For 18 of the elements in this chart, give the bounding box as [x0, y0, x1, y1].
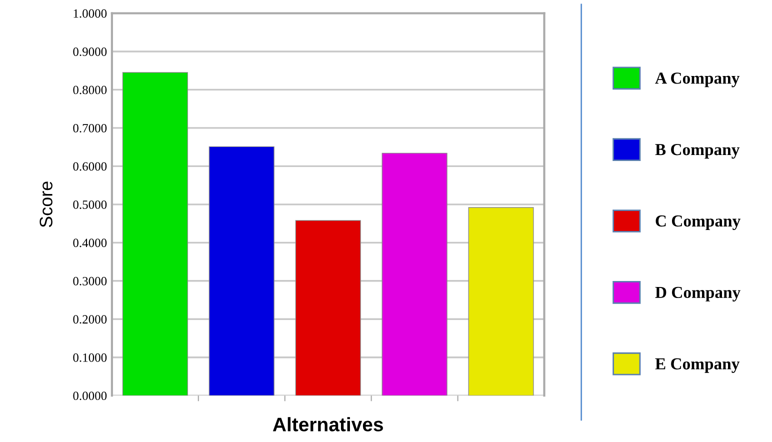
- x-axis-title: Alternatives: [272, 417, 383, 432]
- y-tick-label: 0.5000: [73, 200, 107, 209]
- y-tick-label: 0.3000: [73, 276, 107, 286]
- y-tick-label: 0.1000: [73, 353, 107, 362]
- legend-label: B Company: [655, 144, 740, 159]
- legend-label: A Company: [655, 72, 740, 88]
- y-tick-label: 0.6000: [73, 162, 107, 171]
- y-tick-label: 0.0000: [73, 392, 107, 400]
- y-tick-label: 0.8000: [73, 86, 107, 94]
- y-tick-label: 0.4000: [73, 238, 107, 248]
- legend-label: C Company: [656, 215, 740, 230]
- y-axis-title: Score: [40, 182, 52, 228]
- y-tick-label: 0.9000: [73, 48, 107, 56]
- legend-label: E Company: [655, 358, 740, 373]
- y-tick-label: 0.7000: [73, 124, 107, 132]
- legend-label: D Company: [655, 286, 740, 302]
- y-tick-label: 1.0000: [74, 9, 107, 18]
- y-tick-label: 0.2000: [73, 315, 107, 324]
